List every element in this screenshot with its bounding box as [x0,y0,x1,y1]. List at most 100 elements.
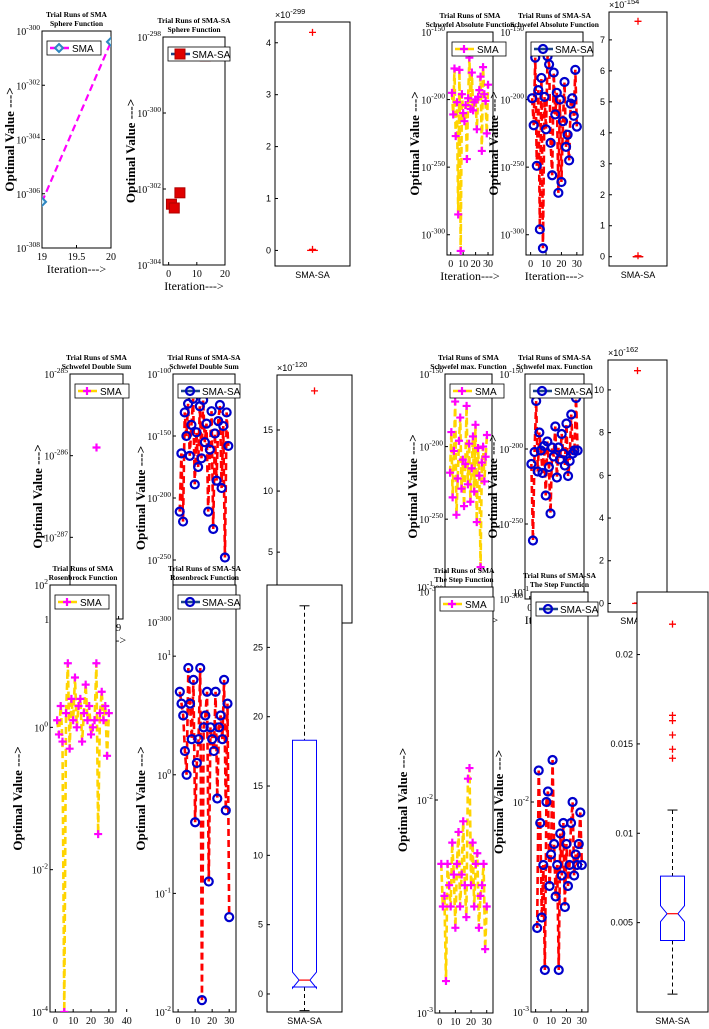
data-point [476,563,485,572]
box-body [292,739,317,990]
y-tick-label: 0.02 [615,650,633,660]
data-point [450,64,459,73]
y-axis-label: Optimal Value ---> [405,434,420,538]
x-tick-label: 0 [166,269,171,280]
data-point [553,187,564,198]
legend-label: SMA-SA [555,45,594,56]
y-tick-label: 10-150 [421,24,445,39]
data-point [461,460,470,468]
y-tick-label: 10-200 [421,92,445,107]
data-point [198,722,209,733]
y-axis-label: Optimal Value ---> [395,748,410,852]
axes-frame [69,373,124,620]
legend-marker [63,598,71,606]
data-point [65,744,74,753]
data-point [544,880,555,892]
x-tick-label: 10 [458,259,468,270]
data-point [481,945,490,954]
plot-title: Trial Runs of SMA [434,566,495,575]
y-tick-label: 10-300 [421,227,445,242]
x-tick-label: 10 [68,1016,78,1027]
legend: SMA [54,594,110,610]
legend-marker [542,603,554,615]
x-tick-label: 20 [207,1016,217,1027]
data-point [199,437,210,448]
plot-title: Trial Runs of SMA-SA [518,353,592,362]
y-tick-label: 10-200 [147,490,171,505]
legend-box [451,41,507,57]
data-point [454,210,463,219]
data-point [181,769,192,780]
data-point [168,202,180,214]
legend: SMA [451,41,507,57]
data-point [548,67,559,78]
y-tick-label: 10-2 [417,792,433,807]
data-point [211,475,222,486]
data-point [538,859,549,871]
data-point [208,523,219,535]
data-point [78,737,87,746]
data-point [105,36,111,48]
y-tick-label: 10-150 [147,428,171,443]
data-point [177,516,189,527]
legend: SMA-SA [177,383,241,399]
box-body [660,875,685,942]
y-tick-label: 4 [600,128,605,138]
data-point [58,737,67,746]
data-point [87,730,96,739]
y-tick-label: 10-1 [155,885,171,900]
data-point [449,110,458,119]
y-tick-label: 4 [599,513,604,523]
data-point [565,98,576,109]
x-tick-label: 40 [122,1016,132,1027]
boxplot [632,17,644,260]
data-point [214,399,226,411]
data-point [570,849,581,860]
y-tick-label: 10 [253,850,263,860]
plot-title: Rosenbrock Function [49,573,119,582]
data-point [438,902,447,911]
data-point [566,409,577,420]
x-tick-label: 10 [190,1016,200,1027]
data-point [90,716,99,725]
y-tick-label: 10-100 [147,366,171,381]
y-tick-label: 10-300 [500,227,524,242]
data-point [448,838,457,847]
series-group [174,662,235,1006]
data-point [474,92,483,101]
y-tick-label: 10-3 [417,1005,433,1020]
data-point [72,723,81,732]
axes-frame [524,373,585,600]
plot-title: Trial Runs of SMA-SA [518,11,592,20]
y-tick-label: 7 [600,35,605,45]
plot-title: Schwefel Double Sum [169,362,239,371]
data-point [559,901,570,913]
data-point [465,764,474,773]
legend-label: SMA [477,45,499,56]
data-point [467,68,476,77]
y-tick-label: 0 [599,598,604,608]
y-axis-label: Optimal Value ---> [123,99,138,203]
outlier-point [669,620,676,628]
y-tick-label: 6 [599,470,604,480]
plot-title: Sphere Function [168,25,222,34]
data-point [544,59,555,70]
data-point [555,828,566,839]
plot-title: Schwefel Absolute Function [510,20,600,29]
axis-exponent: ×10-120 [277,360,307,373]
y-tick-label: 3 [600,159,605,169]
y-tick-label: 10-285 [44,366,68,381]
outlier-point [311,387,318,395]
data-point [218,420,229,432]
data-point [552,859,563,871]
data-point [174,686,185,697]
y-tick-label: 3 [266,90,271,100]
data-point [460,502,469,511]
data-point [479,859,488,868]
legend-box [449,383,505,399]
data-point [188,674,199,685]
data-point [453,474,462,483]
data-point [462,155,471,164]
data-point [550,109,561,120]
